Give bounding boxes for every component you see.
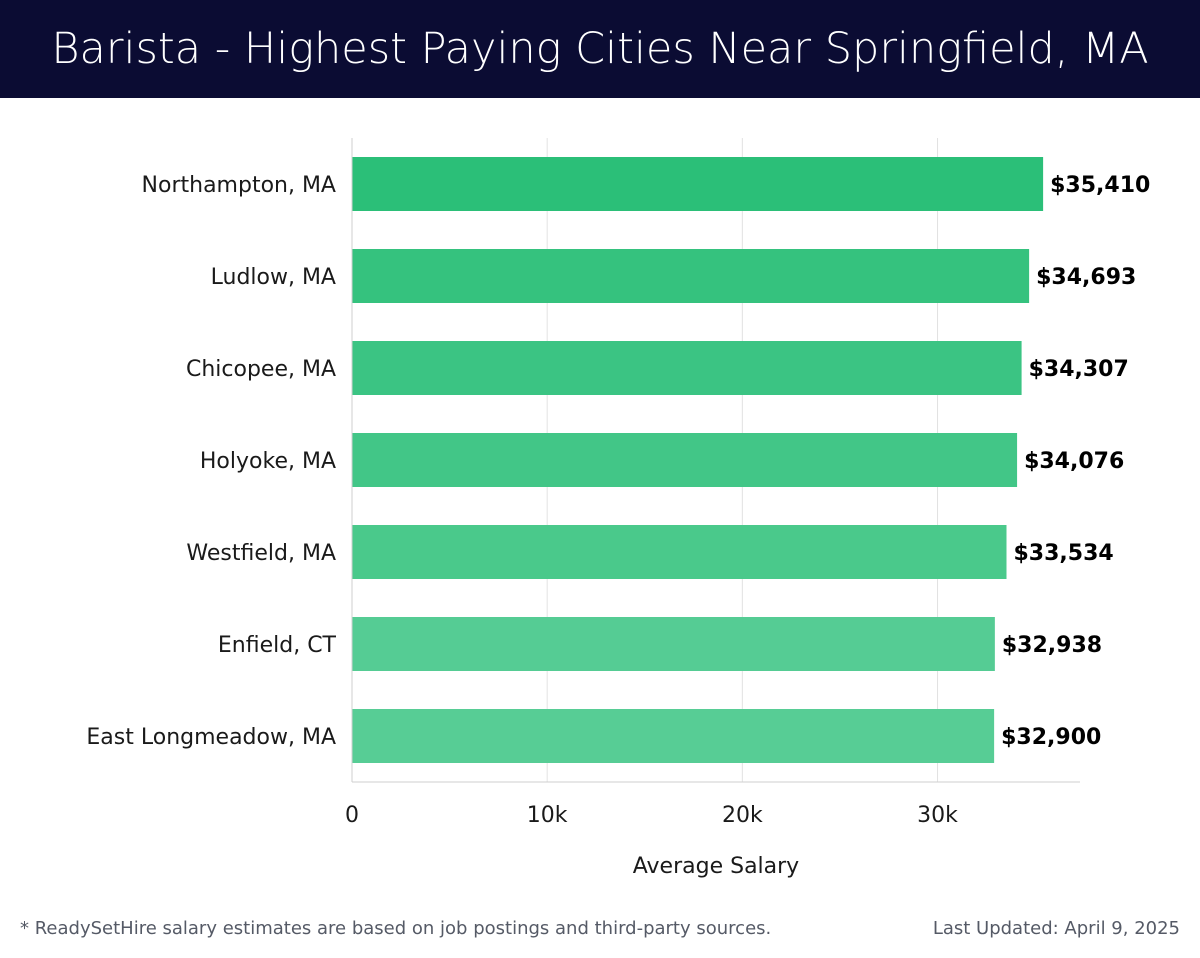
bar[interactable] (352, 617, 995, 671)
x-axis-title: Average Salary (633, 854, 799, 879)
bar-value-label: $32,900 (1001, 725, 1101, 750)
y-category-label: East Longmeadow, MA (86, 725, 336, 750)
labels-layer: Northampton, MA $35,410 Ludlow, MA $34,693 C… (86, 173, 1150, 750)
y-category-label: Enfield, CT (218, 633, 337, 658)
bar-value-label: $32,938 (1002, 633, 1102, 658)
y-category-label: Ludlow, MA (211, 265, 336, 290)
bar-value-label: $34,076 (1024, 449, 1124, 474)
bar[interactable] (352, 709, 995, 763)
bar[interactable] (352, 525, 1007, 579)
y-category-label: Northampton, MA (142, 173, 336, 198)
bars-layer (352, 157, 1044, 763)
bar-value-label: $33,534 (1013, 541, 1113, 566)
x-tick-label: 10k (527, 803, 568, 828)
bar[interactable] (352, 249, 1030, 303)
bar-value-label: $34,693 (1036, 265, 1136, 290)
chart-container: Northampton, MA $35,410 Ludlow, MA $34,693 C… (0, 98, 1200, 898)
x-tick-label: 20k (722, 803, 763, 828)
x-tick-label: 0 (345, 803, 359, 828)
x-tick-label: 30k (917, 803, 958, 828)
axis-layer: 0 10k 20k 30k Average Salary (345, 138, 1080, 879)
y-category-label: Holyoke, MA (200, 449, 336, 474)
bar[interactable] (352, 433, 1018, 487)
bar-chart: Northampton, MA $35,410 Ludlow, MA $34,693 C… (86, 138, 1150, 879)
y-category-label: Chicopee, MA (186, 357, 336, 382)
bar[interactable] (352, 157, 1044, 211)
bar-value-label: $34,307 (1029, 357, 1129, 382)
y-category-label: Westfield, MA (186, 541, 336, 566)
last-updated: Last Updated: April 9, 2025 (932, 918, 1180, 939)
header-bar: Barista - Highest Paying Cities Near Spr… (0, 0, 1200, 98)
bar[interactable] (352, 341, 1022, 395)
page-title: Barista - Highest Paying Cities Near Spr… (51, 24, 1149, 74)
footnote: * ReadySetHire salary estimates are base… (20, 918, 772, 939)
bar-value-label: $35,410 (1050, 173, 1150, 198)
